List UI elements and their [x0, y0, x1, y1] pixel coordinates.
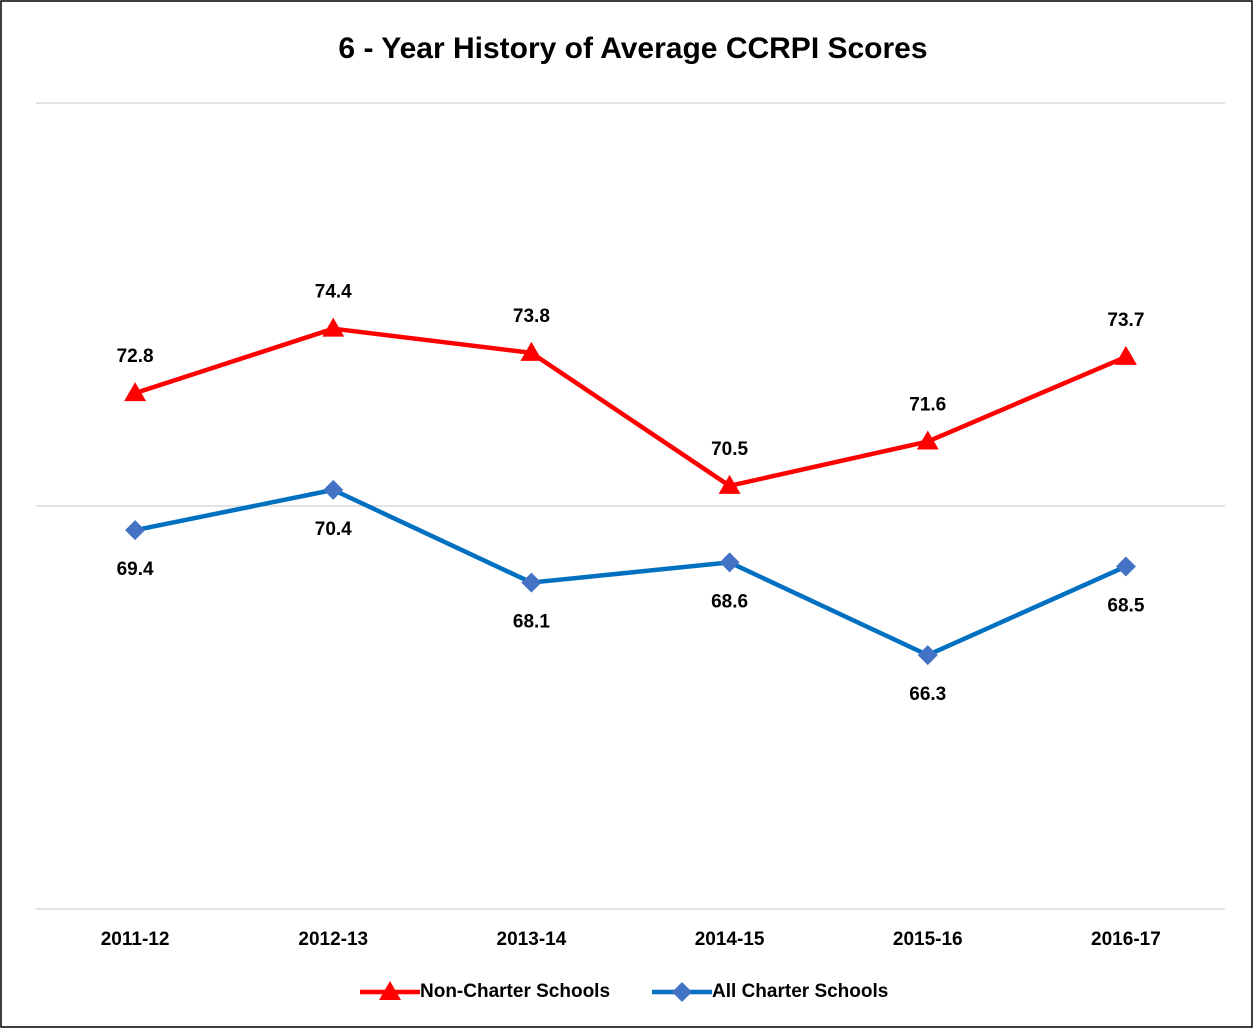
data-label: 68.5	[1107, 595, 1144, 616]
data-point	[520, 341, 543, 361]
data-label: 73.8	[513, 306, 550, 327]
x-tick-label: 2016-17	[1091, 929, 1161, 950]
legend-label: Non-Charter Schools	[420, 981, 610, 1002]
chart-title: 6 - Year History of Average CCRPI Scores	[338, 32, 927, 65]
x-tick-label: 2014-15	[695, 929, 765, 950]
data-point	[1115, 556, 1136, 577]
x-tick-label: 2011-12	[101, 929, 170, 950]
data-point	[718, 474, 741, 494]
legend-label: All Charter Schools	[712, 981, 888, 1002]
data-point	[917, 645, 938, 666]
data-point	[124, 382, 147, 402]
data-label: 74.4	[315, 282, 352, 303]
data-label: 72.8	[117, 346, 154, 367]
series-line	[134, 487, 1127, 658]
data-label: 68.6	[711, 591, 748, 612]
legend-marker	[379, 981, 401, 1000]
data-point	[1114, 345, 1137, 365]
data-label: 71.6	[909, 395, 946, 416]
x-tick-label: 2013-14	[497, 929, 567, 950]
data-point	[322, 317, 345, 337]
data-label: 70.4	[315, 519, 352, 540]
data-label: 69.4	[117, 559, 154, 580]
data-label: 66.3	[909, 684, 946, 705]
legend-marker	[672, 982, 693, 1002]
data-label: 68.1	[513, 612, 550, 633]
x-tick-label: 2015-16	[893, 929, 963, 950]
data-point	[916, 430, 939, 450]
data-point	[125, 520, 146, 541]
series-line	[134, 326, 1127, 489]
x-tick-label: 2012-13	[298, 929, 368, 950]
data-label: 73.7	[1107, 310, 1144, 331]
data-point	[719, 552, 740, 573]
data-point	[323, 479, 344, 500]
data-label: 70.5	[711, 439, 748, 460]
data-point	[521, 572, 542, 593]
